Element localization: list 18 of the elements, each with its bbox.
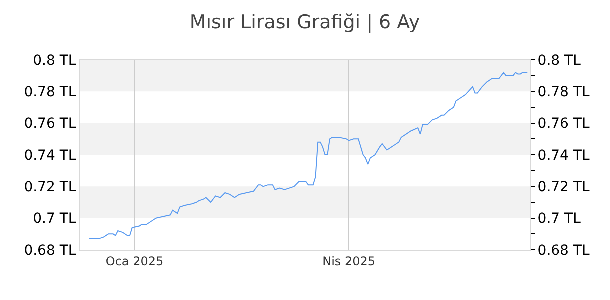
chart-title: Mısır Lirası Grafiği | 6 Ay xyxy=(190,11,420,34)
y-tick-label: 0.68 TL xyxy=(538,242,590,259)
y2-tick-label: 0.7 TL xyxy=(33,211,76,228)
y2-tick-label: 0.76 TL xyxy=(24,116,76,132)
y2-tick-label: 0.68 TL xyxy=(24,242,76,259)
y2-tick-label: 0.78 TL xyxy=(24,84,76,101)
y-tick-label: 0.8 TL xyxy=(538,52,582,69)
y-tick-label: 0.7 TL xyxy=(538,211,582,228)
y-tick-label: 0.78 TL xyxy=(538,84,590,101)
y-tick-label: 0.76 TL xyxy=(538,116,590,132)
y-tick-label: 0.72 TL xyxy=(538,180,590,196)
y2-tick-label: 0.74 TL xyxy=(24,148,76,164)
y2-tick-label: 0.72 TL xyxy=(24,180,76,196)
y-tick-label: 0.74 TL xyxy=(538,148,590,164)
line-series xyxy=(89,72,528,240)
y2-tick-label: 0.8 TL xyxy=(33,52,76,69)
x-tick-label: Oca 2025 xyxy=(106,254,164,268)
x-tick-label: Nis 2025 xyxy=(322,254,376,268)
